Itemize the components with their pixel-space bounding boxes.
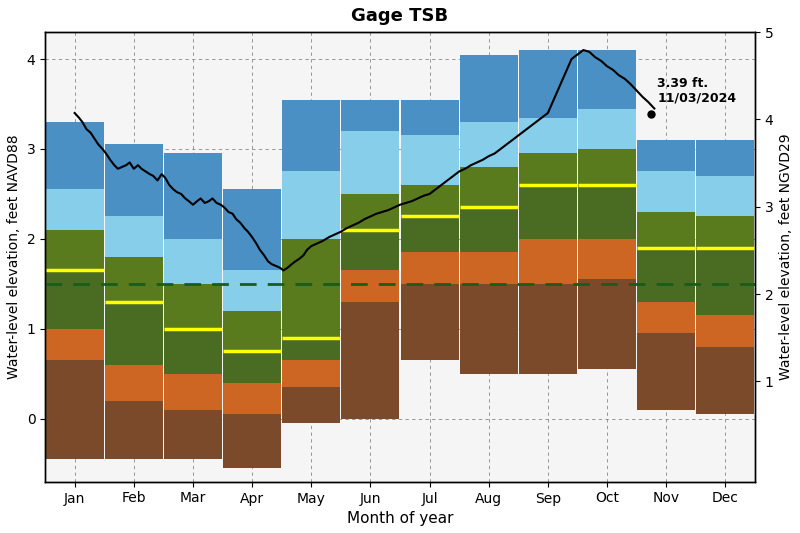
Bar [223,351,281,383]
Bar [578,50,636,109]
Bar [578,279,636,369]
Bar [460,253,518,284]
Bar [164,410,222,459]
Bar [637,248,695,302]
Bar [401,100,458,135]
Bar [342,270,399,302]
Bar [342,131,399,194]
Bar [282,172,340,239]
Bar [282,360,340,387]
Bar [637,140,695,172]
Bar [460,54,518,122]
Bar [401,135,458,185]
Bar [282,387,340,423]
Bar [637,333,695,410]
Bar [342,230,399,270]
Bar [105,257,163,302]
Bar [460,284,518,374]
Bar [578,239,636,279]
Bar [223,189,281,270]
Bar [637,302,695,333]
Bar [46,270,104,329]
Bar [637,172,695,212]
Bar [105,401,163,459]
Bar [342,194,399,230]
Bar [401,253,458,284]
Bar [105,216,163,257]
Bar [46,360,104,459]
Bar [519,284,577,374]
Title: Gage TSB: Gage TSB [351,7,449,25]
Bar [342,302,399,419]
Bar [223,414,281,469]
Bar [164,154,222,239]
Bar [105,144,163,216]
Bar [460,122,518,167]
Bar [519,154,577,185]
Bar [519,239,577,284]
Bar [401,185,458,216]
Bar [223,311,281,351]
Bar [401,216,458,253]
Bar [282,239,340,338]
Bar [696,216,754,248]
Bar [342,100,399,131]
Bar [401,284,458,360]
Bar [460,167,518,207]
Bar [696,176,754,216]
Y-axis label: Water-level elevation, feet NGVD29: Water-level elevation, feet NGVD29 [779,134,793,380]
Bar [696,248,754,316]
Bar [460,207,518,253]
Bar [223,270,281,311]
Bar [46,189,104,230]
Bar [282,100,340,172]
Bar [578,149,636,185]
Bar [223,383,281,414]
Bar [696,140,754,176]
Bar [696,347,754,414]
X-axis label: Month of year: Month of year [346,511,454,526]
Bar [164,284,222,329]
Bar [164,329,222,374]
Bar [46,122,104,189]
Bar [105,302,163,365]
Bar [578,185,636,239]
Bar [696,316,754,347]
Text: 3.39 ft.
11/03/2024: 3.39 ft. 11/03/2024 [658,77,737,105]
Bar [46,230,104,270]
Y-axis label: Water-level elevation, feet NAVD88: Water-level elevation, feet NAVD88 [7,135,21,379]
Bar [282,338,340,360]
Bar [578,109,636,149]
Bar [46,329,104,360]
Bar [164,374,222,410]
Bar [164,239,222,284]
Bar [105,365,163,401]
Bar [519,50,577,117]
Bar [519,117,577,154]
Bar [637,212,695,248]
Bar [519,185,577,239]
